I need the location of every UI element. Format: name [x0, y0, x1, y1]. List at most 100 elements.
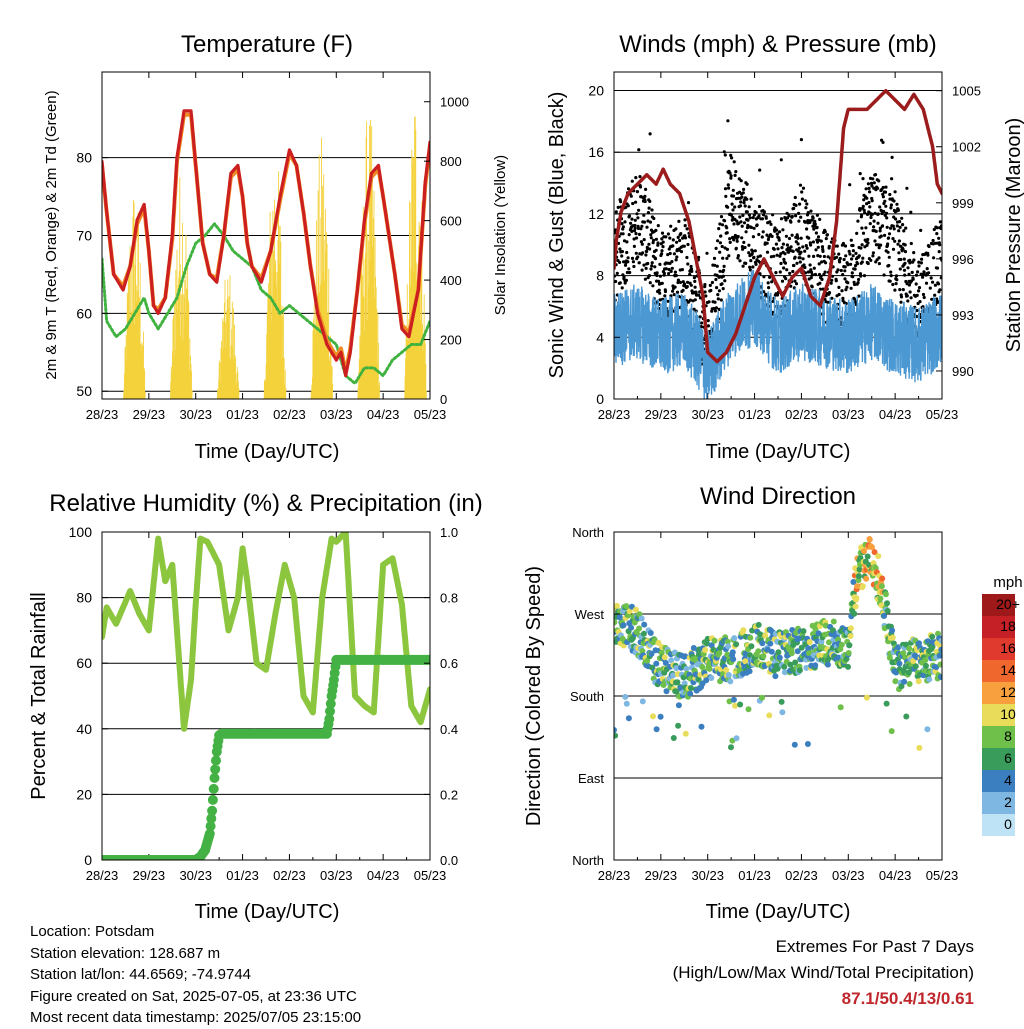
direction-point — [845, 663, 851, 670]
direction-point — [748, 643, 755, 650]
direction-point — [830, 618, 837, 625]
direction-point — [737, 701, 744, 708]
direction-point — [730, 656, 737, 663]
direction-point — [730, 696, 737, 703]
direction-point — [747, 634, 754, 641]
direction-point — [884, 608, 891, 614]
wind-plot: 28/23 29/23 30/23 01/23 02/23 03/23 04/23 05/23… — [588, 71, 981, 422]
colorbar: mph 20+ 18 16 14 12 10 8 6 4 2 0 — [982, 574, 1023, 836]
direction-point — [745, 706, 752, 713]
left-y-tick-label: 50 — [76, 383, 92, 399]
direction-point — [878, 583, 885, 590]
direction-point — [663, 688, 670, 695]
direction-point — [731, 635, 738, 642]
colorbar-swatch — [982, 660, 1015, 682]
right-y-tick-label: 993 — [952, 308, 974, 323]
direction-point — [846, 642, 853, 649]
x-tick-label: 29/23 — [133, 407, 166, 422]
direction-point — [674, 679, 681, 686]
direction-point — [900, 650, 907, 656]
direction-point — [620, 622, 627, 629]
direction-point — [850, 579, 857, 585]
x-tick-label: 29/23 — [645, 868, 678, 883]
direction-point — [929, 633, 936, 640]
direction-point — [898, 683, 905, 690]
direction-point — [702, 647, 709, 653]
x-tick-label: 03/23 — [320, 868, 353, 883]
plot-frame — [613, 71, 943, 400]
rh-plot: 28/23 29/23 30/23 01/23 02/23 03/23 04/23 05/23… — [69, 524, 458, 883]
direction-point — [614, 727, 617, 733]
x-tick-label: 01/23 — [226, 407, 259, 422]
direction-point — [687, 685, 694, 691]
x-tick-label: 04/23 — [879, 407, 912, 422]
x-tick-label: 03/23 — [320, 407, 353, 422]
direction-point — [775, 649, 782, 656]
colorbar-label: 16 — [1000, 640, 1016, 656]
colorbar-swatch — [982, 682, 1015, 704]
extremes-values: 87.1/50.4/13/0.61 — [841, 989, 974, 1008]
wind-title: Winds (mph) & Pressure (mb) — [619, 31, 936, 58]
colorbar-swatch — [982, 726, 1015, 748]
station-info: Location: Potsdam Station elevation: 128… — [30, 921, 361, 1029]
left-y-tick-label: 16 — [588, 144, 604, 160]
direction-point — [687, 690, 694, 697]
direction-point — [725, 643, 732, 650]
direction-point — [733, 641, 740, 648]
direction-point — [706, 665, 713, 672]
direction-point — [766, 712, 773, 719]
direction-point — [853, 595, 860, 602]
direction-point — [794, 648, 801, 655]
direction-point — [639, 698, 646, 705]
direction-point — [781, 669, 788, 676]
right-y-tick-label: 0.4 — [440, 722, 458, 737]
direction-point — [922, 657, 929, 664]
direction-point — [884, 600, 890, 607]
direction-point — [650, 713, 656, 720]
x-tick-label: 30/23 — [179, 868, 212, 883]
direction-point — [658, 649, 665, 656]
direction-point — [845, 650, 852, 656]
direction-point — [640, 630, 647, 637]
direction-point — [655, 639, 662, 646]
direction-point — [772, 673, 779, 680]
left-y-tick-label: 40 — [76, 721, 92, 737]
direction-point — [847, 625, 854, 632]
direction-point — [614, 619, 618, 626]
right-y-tick-label: 0 — [440, 392, 447, 407]
direction-point — [852, 603, 859, 610]
direction-point — [725, 672, 732, 678]
x-tick-label: 02/23 — [785, 407, 818, 422]
direction-point — [923, 662, 929, 669]
x-tick-label: 02/23 — [273, 407, 306, 422]
direction-point — [803, 664, 810, 671]
direction-point — [716, 650, 723, 656]
left-y-tick-label: East — [578, 771, 604, 786]
direction-point — [760, 653, 767, 660]
series-relative-humidity — [102, 532, 430, 732]
extremes-heading: Extremes For Past 7 Days — [775, 937, 974, 956]
left-y-tick-label: West — [575, 607, 605, 622]
x-tick-label: 05/23 — [926, 868, 959, 883]
direction-point — [724, 651, 731, 658]
direction-point — [883, 700, 890, 707]
left-y-tick-label: North — [572, 853, 604, 868]
direction-point — [886, 654, 893, 661]
direction-point — [869, 544, 875, 551]
direction-point — [692, 671, 699, 678]
direction-point — [896, 660, 903, 667]
x-tick-label: 01/23 — [738, 407, 771, 422]
direction-point — [641, 621, 648, 628]
colorbar-swatch — [982, 792, 1015, 814]
x-tick-label: 28/23 — [86, 407, 119, 422]
direction-point — [623, 603, 630, 610]
direction-point — [708, 675, 715, 681]
direction-point — [903, 713, 910, 720]
direction-point — [916, 640, 922, 647]
series-sonic-wind — [614, 269, 942, 399]
direction-point — [875, 553, 882, 560]
colorbar-label: 14 — [1000, 662, 1016, 678]
colorbar-label: 4 — [1004, 772, 1012, 788]
direction-point — [924, 726, 931, 733]
direction-point — [644, 657, 651, 664]
